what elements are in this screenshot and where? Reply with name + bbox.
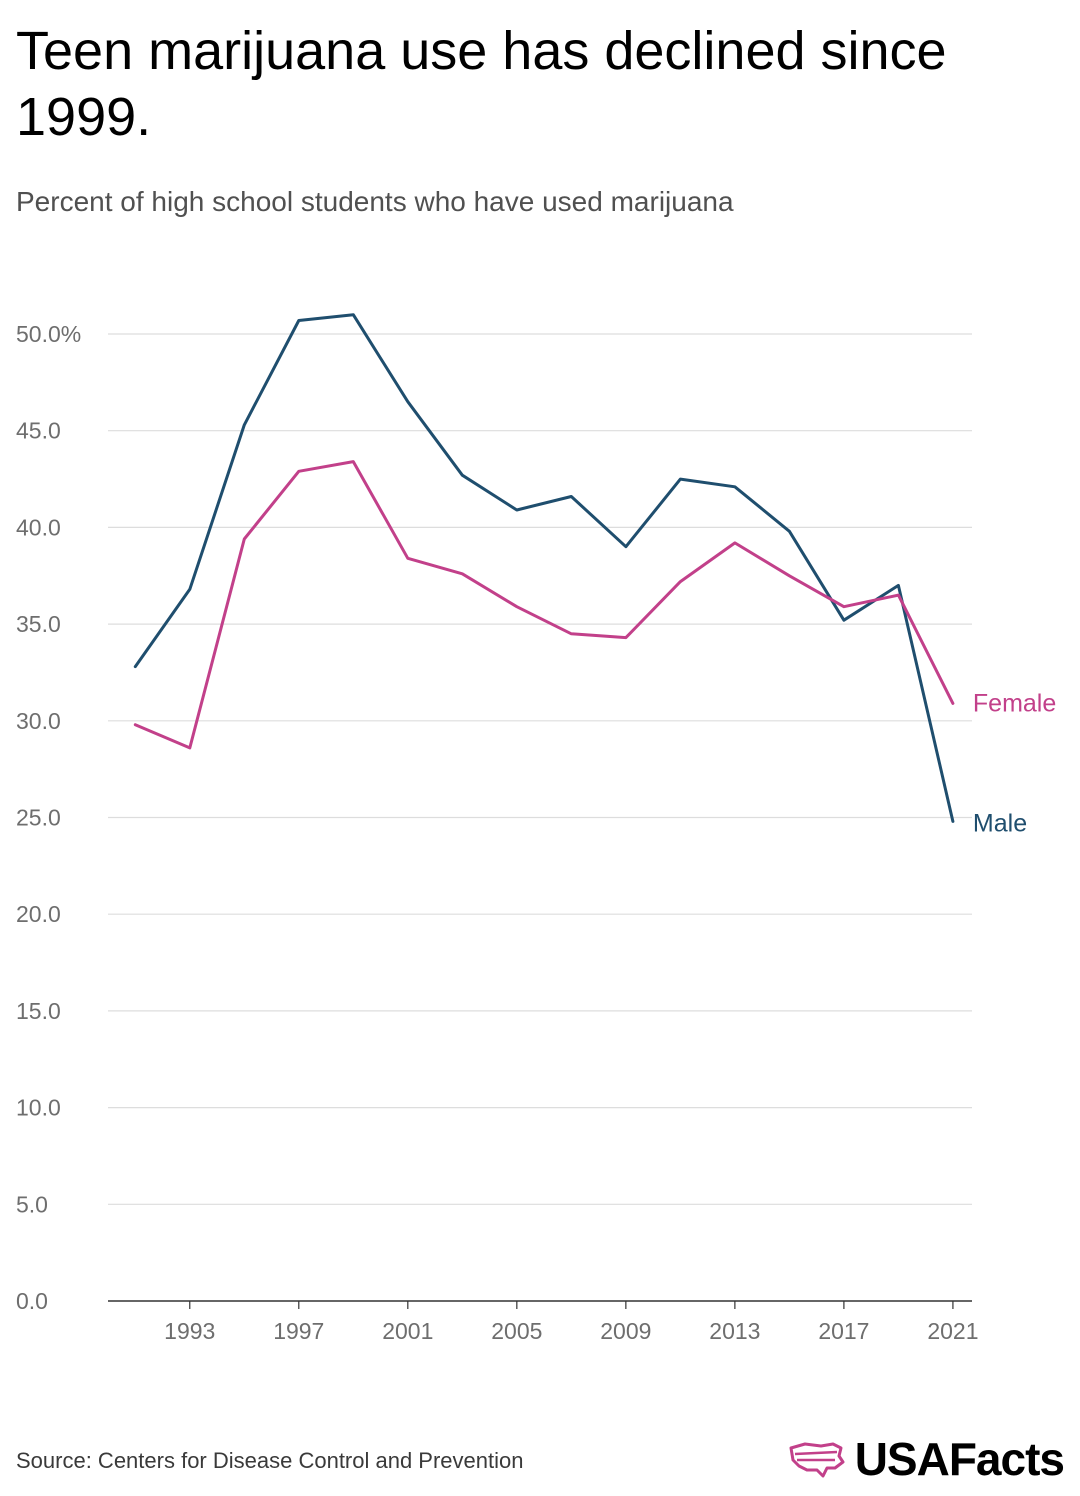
chart-title: Teen marijuana use has declined since 19… [16,21,947,147]
y-tick-label: 0.0 [16,1288,48,1314]
line-chart: 0.0 5.0 10.0 15.0 20.0 25.0 30.0 35.0 40.0 45.0 50… [16,313,1056,1344]
x-tick-label: 1997 [273,1318,324,1344]
y-tick-label: 45.0 [16,418,61,444]
y-tick-label: 40.0 [16,514,61,540]
y-tick-label: 20.0 [16,901,61,927]
y-tick-label: 10.0 [16,1095,61,1121]
y-tick-label: 15.0 [16,998,61,1024]
y-tick-label: 25.0 [16,805,61,831]
x-tick-label: 2001 [382,1318,433,1344]
y-axis-ticks: 0.0 5.0 10.0 15.0 20.0 25.0 30.0 35.0 40.0 45.0 50… [16,321,81,1314]
x-tick-label: 2021 [927,1318,978,1344]
series-labels: Male Female [973,689,1056,837]
x-axis-ticks: 1993 1997 2001 2005 2009 2013 2017 2021 [164,1301,979,1344]
source-note: Source: Centers for Disease Control and … [16,1448,524,1473]
female-series-label: Female [973,689,1056,717]
male-series-line [133,313,955,823]
male-series-label: Male [973,809,1027,837]
chart-subtitle: Percent of high school students who have… [16,186,734,217]
x-tick-label: 2009 [600,1318,651,1344]
x-tick-label: 2017 [818,1318,869,1344]
series-lines [133,313,955,823]
x-tick-label: 2013 [709,1318,760,1344]
y-tick-label: 30.0 [16,708,61,734]
x-tick-label: 1993 [164,1318,215,1344]
x-tick-label: 2005 [491,1318,542,1344]
gridlines [108,333,972,1205]
usa-map-icon [789,1442,845,1478]
y-tick-label: 35.0 [16,611,61,637]
y-tick-label: 5.0 [16,1191,48,1217]
brand-wordmark: USAFacts [854,1433,1065,1485]
y-tick-label: 50.0% [16,321,81,347]
female-series-line [133,460,955,750]
usafacts-logo: USAFacts [787,1432,1065,1486]
